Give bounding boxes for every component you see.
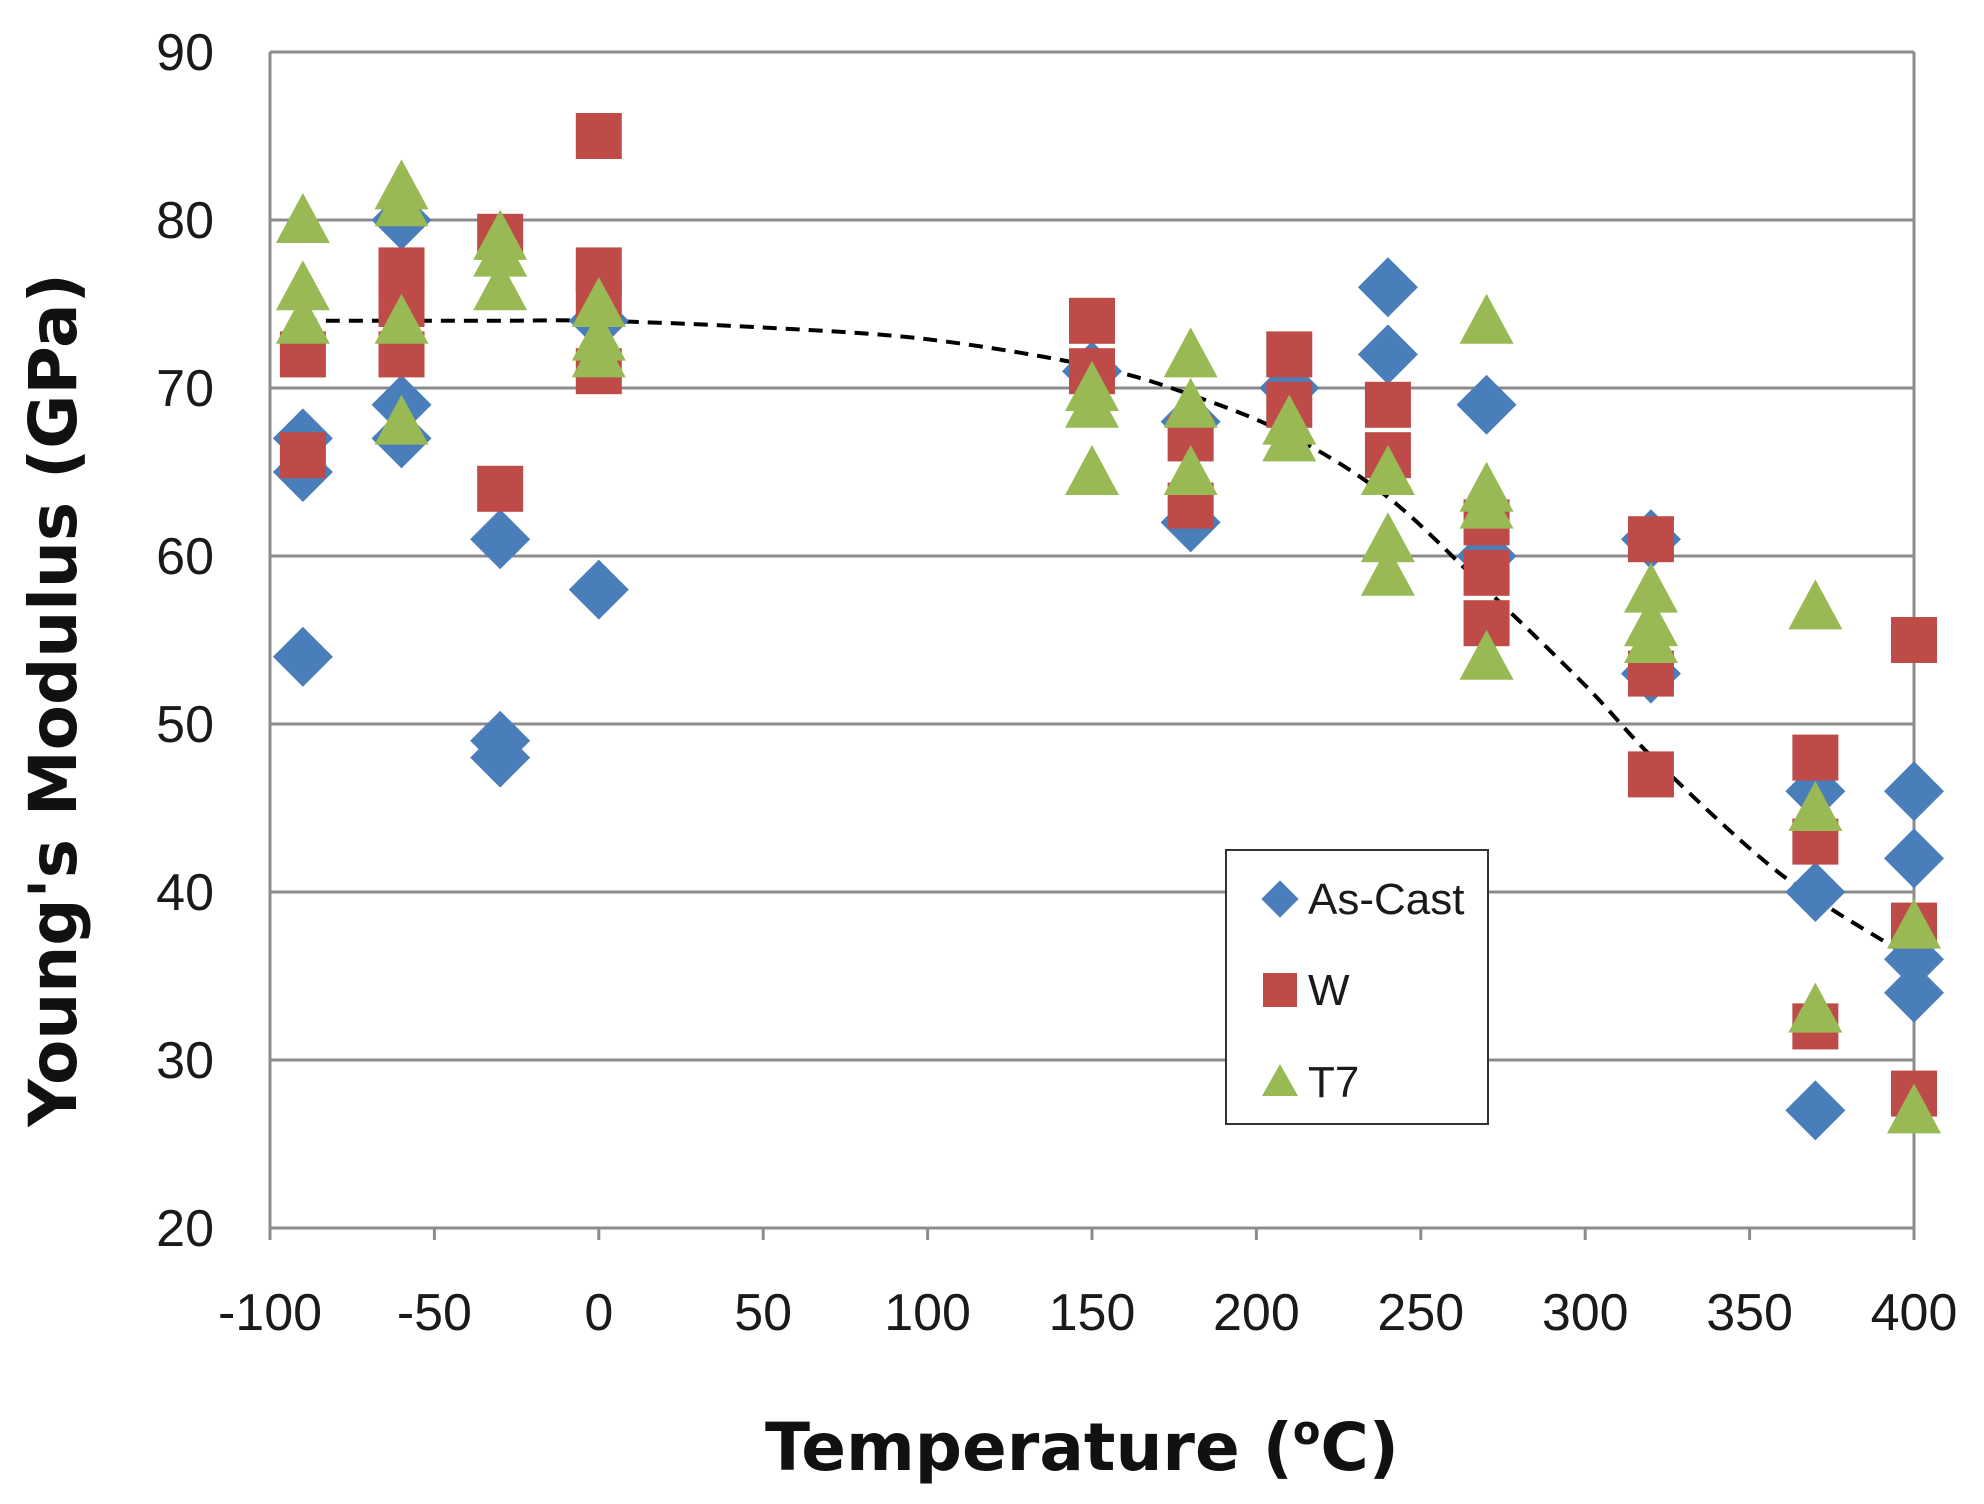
y-tick-label-70: 70 bbox=[156, 360, 214, 418]
t7-point-15 bbox=[1065, 361, 1119, 411]
legend-marker-as-cast bbox=[1261, 880, 1299, 918]
as-cast-point-21 bbox=[1785, 1080, 1846, 1141]
legend-marker-t7 bbox=[1262, 1064, 1298, 1096]
t7-point-21 bbox=[1360, 445, 1415, 495]
trendline-group bbox=[302, 318, 1916, 961]
t7-point-31 bbox=[1788, 579, 1843, 630]
x-tick-label-0: 0 bbox=[584, 1284, 613, 1342]
x-axis-title: Temperature (oC) bbox=[765, 1408, 1399, 1486]
w-point-4 bbox=[378, 247, 425, 294]
t7-point-5 bbox=[374, 293, 429, 344]
t7-point-33 bbox=[1788, 982, 1843, 1033]
y-tick-label-90: 90 bbox=[156, 24, 214, 82]
x-tick-label-300: 300 bbox=[1542, 1284, 1629, 1342]
legend-items: As-Cast W T7 bbox=[1261, 875, 1464, 1107]
w-point-27 bbox=[1792, 734, 1839, 781]
y-tick-label-20: 20 bbox=[156, 1200, 214, 1258]
x-axis-title-suffix: C) bbox=[1320, 1409, 1399, 1486]
legend-label-t7: T7 bbox=[1308, 1058, 1359, 1107]
as-cast-point-24 bbox=[1884, 962, 1944, 1023]
w-point-10 bbox=[575, 113, 622, 159]
x-axis-title-main: Temperature ( bbox=[765, 1409, 1293, 1486]
t7-point-4 bbox=[374, 176, 429, 227]
y-tick-label-80: 80 bbox=[156, 192, 214, 250]
t7-point-12 bbox=[571, 327, 626, 378]
y-tick-label-30: 30 bbox=[156, 1032, 214, 1090]
t7-point-27 bbox=[1459, 629, 1514, 680]
series-t7 bbox=[275, 159, 1941, 1134]
t7-point-9 bbox=[473, 260, 528, 311]
as-cast-point-15 bbox=[1357, 257, 1418, 318]
y-tick-label-40: 40 bbox=[156, 864, 214, 922]
as-cast-point-22 bbox=[1785, 862, 1846, 922]
t7-point-20 bbox=[1262, 394, 1317, 445]
legend-marker-w bbox=[1263, 973, 1297, 1007]
as-cast-point-16 bbox=[1357, 324, 1418, 385]
t7-point-8 bbox=[473, 226, 528, 277]
t7-point-1 bbox=[275, 260, 330, 311]
t7-point-13 bbox=[1065, 445, 1119, 495]
w-point-22 bbox=[1627, 751, 1674, 798]
y-axis-title: Young's Modulus (GPa) bbox=[15, 273, 92, 1128]
t7-point-35 bbox=[1887, 1083, 1941, 1134]
w-point-0 bbox=[279, 432, 326, 479]
x-tick-label-50: 50 bbox=[734, 1284, 792, 1342]
w-point-30 bbox=[1891, 617, 1937, 663]
series-w bbox=[279, 113, 1937, 1117]
w-point-12 bbox=[1069, 297, 1115, 344]
x-tick-label-400: 400 bbox=[1871, 1284, 1958, 1342]
x-tick-label-150: 150 bbox=[1049, 1284, 1136, 1342]
t7-point-32 bbox=[1788, 781, 1843, 831]
as-cast-point-9 bbox=[568, 559, 629, 620]
t7-point-30 bbox=[1623, 613, 1678, 663]
w-point-20 bbox=[1463, 549, 1510, 596]
w-point-24 bbox=[1627, 516, 1674, 563]
as-cast-point-17 bbox=[1456, 374, 1517, 435]
w-point-18 bbox=[1364, 381, 1411, 428]
legend-label-as-cast: As-Cast bbox=[1308, 875, 1464, 924]
t7-point-16 bbox=[1163, 327, 1218, 378]
as-cast-point-7 bbox=[470, 710, 531, 771]
t7-point-10 bbox=[571, 277, 626, 327]
w-point-5 bbox=[477, 465, 524, 512]
x-axis-ticks: -100 -50 0 50 100 150 200 250 300 350 400 bbox=[218, 1228, 1957, 1342]
as-cast-point-8 bbox=[470, 509, 531, 570]
y-tick-label-50: 50 bbox=[156, 696, 214, 754]
x-axis-title-superscript: o bbox=[1293, 1408, 1320, 1454]
x-tick-label--50: -50 bbox=[397, 1284, 472, 1342]
x-tick-label--100: -100 bbox=[218, 1284, 322, 1342]
t7-point-17 bbox=[1163, 377, 1218, 428]
t7-point-0 bbox=[275, 193, 330, 243]
t7-point-28 bbox=[1623, 562, 1678, 613]
t7-point-22 bbox=[1360, 512, 1415, 563]
t7-point-24 bbox=[1459, 293, 1514, 344]
t7-point-34 bbox=[1887, 898, 1941, 949]
x-tick-label-200: 200 bbox=[1213, 1284, 1300, 1342]
y-axis-ticks: 20 30 40 50 60 70 80 90 bbox=[156, 24, 214, 1258]
t7-point-23 bbox=[1360, 545, 1415, 596]
w-point-16 bbox=[1266, 331, 1313, 378]
as-cast-point-26 bbox=[1884, 828, 1944, 889]
as-cast-point-0 bbox=[272, 626, 333, 687]
legend: As-Cast W T7 bbox=[1225, 849, 1489, 1125]
legend-label-w: W bbox=[1308, 966, 1350, 1015]
y-tick-label-60: 60 bbox=[156, 528, 214, 586]
x-tick-label-100: 100 bbox=[884, 1284, 971, 1342]
t7-point-26 bbox=[1459, 478, 1514, 529]
x-tick-label-350: 350 bbox=[1706, 1284, 1793, 1342]
data-points bbox=[272, 113, 1944, 1141]
x-tick-label-250: 250 bbox=[1377, 1284, 1464, 1342]
t7-point-6 bbox=[374, 394, 429, 445]
trendline bbox=[302, 318, 1916, 961]
as-cast-point-27 bbox=[1884, 761, 1944, 822]
t7-point-2 bbox=[275, 293, 330, 344]
t7-point-18 bbox=[1163, 445, 1218, 495]
